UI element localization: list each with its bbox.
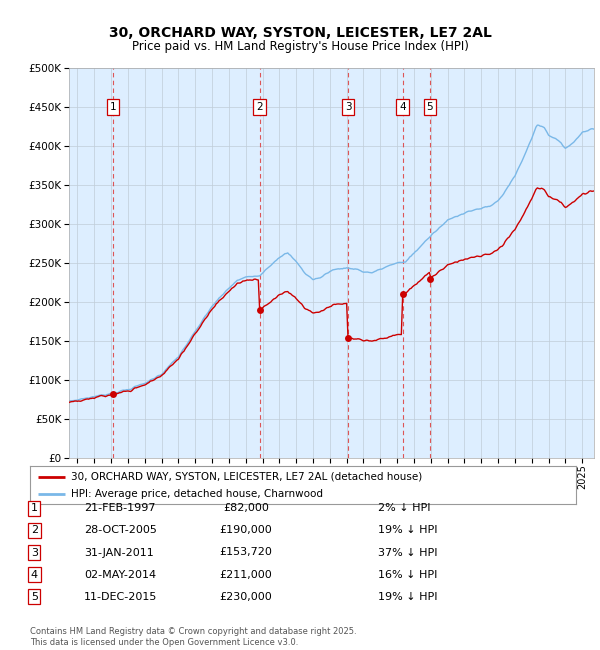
Text: 16% ↓ HPI: 16% ↓ HPI bbox=[378, 569, 437, 580]
Text: Price paid vs. HM Land Registry's House Price Index (HPI): Price paid vs. HM Land Registry's House … bbox=[131, 40, 469, 53]
Text: 37% ↓ HPI: 37% ↓ HPI bbox=[378, 547, 437, 558]
Text: 1: 1 bbox=[110, 102, 116, 112]
Text: £230,000: £230,000 bbox=[220, 592, 272, 602]
Text: 4: 4 bbox=[400, 102, 406, 112]
Text: 11-DEC-2015: 11-DEC-2015 bbox=[84, 592, 157, 602]
Text: 30, ORCHARD WAY, SYSTON, LEICESTER, LE7 2AL: 30, ORCHARD WAY, SYSTON, LEICESTER, LE7 … bbox=[109, 26, 491, 40]
Text: £153,720: £153,720 bbox=[220, 547, 272, 558]
Text: 19% ↓ HPI: 19% ↓ HPI bbox=[378, 525, 437, 536]
Text: 31-JAN-2011: 31-JAN-2011 bbox=[84, 547, 154, 558]
Text: 2% ↓ HPI: 2% ↓ HPI bbox=[378, 503, 431, 514]
Text: 3: 3 bbox=[344, 102, 352, 112]
Text: 5: 5 bbox=[427, 102, 433, 112]
Text: 3: 3 bbox=[31, 547, 38, 558]
Text: 2: 2 bbox=[31, 525, 38, 536]
Text: 19% ↓ HPI: 19% ↓ HPI bbox=[378, 592, 437, 602]
Text: 21-FEB-1997: 21-FEB-1997 bbox=[84, 503, 155, 514]
Text: £82,000: £82,000 bbox=[223, 503, 269, 514]
Text: 28-OCT-2005: 28-OCT-2005 bbox=[84, 525, 157, 536]
Text: 4: 4 bbox=[31, 569, 38, 580]
Text: HPI: Average price, detached house, Charnwood: HPI: Average price, detached house, Char… bbox=[71, 489, 323, 499]
Text: 5: 5 bbox=[31, 592, 38, 602]
Text: 30, ORCHARD WAY, SYSTON, LEICESTER, LE7 2AL (detached house): 30, ORCHARD WAY, SYSTON, LEICESTER, LE7 … bbox=[71, 472, 422, 482]
Text: 2: 2 bbox=[256, 102, 263, 112]
Text: 02-MAY-2014: 02-MAY-2014 bbox=[84, 569, 156, 580]
Text: £190,000: £190,000 bbox=[220, 525, 272, 536]
Text: £211,000: £211,000 bbox=[220, 569, 272, 580]
Text: Contains HM Land Registry data © Crown copyright and database right 2025.
This d: Contains HM Land Registry data © Crown c… bbox=[30, 627, 356, 647]
Text: 1: 1 bbox=[31, 503, 38, 514]
